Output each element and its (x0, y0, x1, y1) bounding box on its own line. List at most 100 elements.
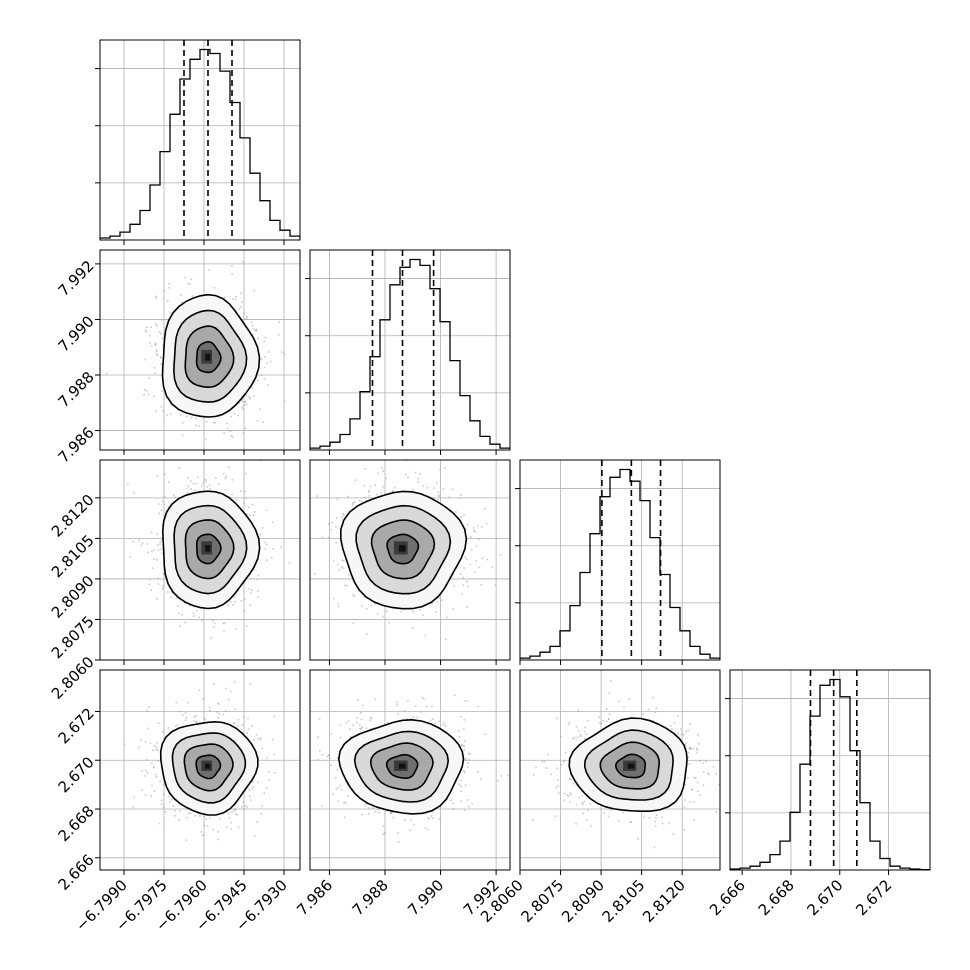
sample-point (198, 721, 201, 724)
sample-point (152, 558, 155, 560)
sample-point (235, 498, 238, 501)
sample-point (159, 356, 162, 359)
sample-point (161, 587, 164, 590)
sample-point (240, 292, 242, 294)
sample-point (374, 810, 377, 813)
sample-point (316, 495, 318, 497)
sample-point (155, 350, 158, 353)
sample-point (156, 533, 159, 535)
sample-point (687, 777, 689, 779)
sample-point (202, 482, 205, 484)
sample-point (377, 808, 380, 810)
sample-point (328, 754, 331, 757)
sample-point (478, 566, 480, 569)
sample-point (240, 305, 242, 308)
sample-point (425, 812, 427, 815)
sample-point (707, 772, 709, 774)
sample-point (499, 554, 502, 556)
sample-point (369, 719, 371, 722)
sample-point (174, 814, 176, 817)
sample-point (169, 223, 171, 225)
sample-point (222, 622, 225, 624)
sample-point (205, 421, 208, 423)
sample-point (243, 502, 245, 504)
sample-point (232, 298, 234, 300)
sample-point (693, 801, 695, 803)
sample-point (262, 421, 264, 423)
sample-point (385, 477, 387, 480)
sample-point (233, 721, 235, 724)
sample-point (169, 312, 172, 314)
sample-point (210, 637, 212, 639)
sample-point (442, 488, 445, 490)
sample-point (407, 476, 409, 479)
sample-point (259, 738, 261, 741)
sample-point (218, 483, 220, 485)
sample-point (459, 573, 462, 575)
sample-point (181, 301, 183, 303)
density-layer (106, 223, 286, 441)
sample-point (176, 724, 179, 726)
sample-point (578, 796, 580, 799)
sample-point (196, 609, 198, 612)
sample-point (356, 717, 359, 719)
sample-point (343, 559, 345, 562)
sample-point (160, 799, 163, 802)
sample-point (653, 846, 656, 849)
sample-point (359, 728, 361, 730)
sample-point (424, 827, 427, 829)
sample-point (256, 379, 259, 382)
sample-point (452, 802, 455, 805)
sample-point (436, 482, 438, 484)
sample-point (156, 353, 158, 355)
sample-point (251, 387, 254, 389)
sample-point (305, 496, 307, 498)
sample-point (225, 422, 228, 425)
sample-point (153, 744, 156, 747)
sample-point (563, 792, 566, 795)
sample-point (180, 294, 182, 296)
sample-point (140, 738, 142, 741)
sample-point (203, 717, 205, 719)
sample-point (234, 804, 236, 806)
sample-point (224, 710, 227, 712)
sample-point (414, 705, 417, 707)
sample-point (244, 401, 246, 403)
sample-point (231, 493, 234, 496)
sample-point (195, 424, 197, 427)
sample-point (205, 438, 207, 441)
sample-point (243, 312, 245, 314)
sample-point (330, 764, 332, 766)
sample-point (467, 752, 470, 755)
sample-point (463, 745, 466, 748)
sample-point (380, 492, 382, 494)
sample-point (247, 506, 250, 509)
sample-point (147, 551, 149, 554)
sample-point (157, 544, 159, 546)
density-peak (398, 545, 406, 552)
sample-point (167, 795, 170, 798)
sample-point (387, 721, 389, 724)
sample-point (241, 301, 243, 303)
sample-point (264, 336, 267, 339)
sample-point (192, 720, 195, 722)
sample-point (181, 434, 184, 437)
sample-point (410, 818, 412, 821)
sample-point (271, 521, 274, 524)
y-tick-label: 2.670 (55, 753, 98, 796)
sample-point (335, 788, 337, 790)
sample-point (357, 699, 359, 701)
sample-point (160, 405, 163, 408)
sample-point (414, 471, 417, 474)
sample-point (255, 734, 258, 736)
sample-point (254, 329, 257, 332)
sample-point (260, 374, 263, 376)
sample-point (192, 612, 195, 615)
sample-point (264, 548, 267, 550)
sample-point (149, 742, 152, 745)
sample-point (427, 816, 429, 819)
sample-point (327, 536, 330, 539)
sample-point (655, 814, 658, 816)
sample-point (466, 799, 469, 801)
sample-point (123, 743, 126, 746)
